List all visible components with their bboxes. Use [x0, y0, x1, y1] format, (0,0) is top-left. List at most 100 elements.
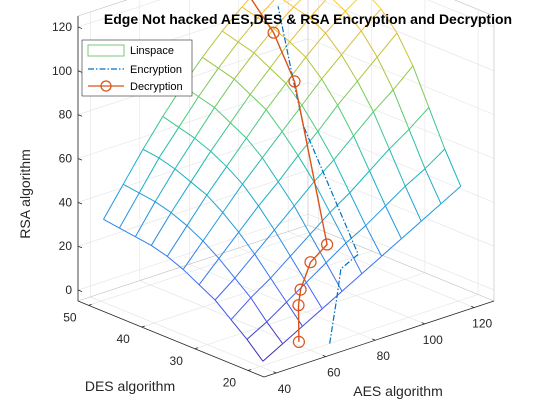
z-tick-mark — [77, 114, 83, 117]
grid-line-floor-x — [90, 296, 277, 374]
surface-mesh-line — [234, 253, 256, 279]
z-tick-mark — [77, 70, 83, 73]
x-tick-mark — [273, 371, 277, 374]
surface-mesh-line — [277, 155, 299, 183]
x-tick-mark — [471, 305, 475, 308]
surface-mesh-line — [214, 78, 235, 108]
surface-mesh-line — [154, 168, 176, 202]
surface-mesh-line — [353, 111, 374, 137]
surface-mesh-line — [265, 109, 283, 132]
surface-mesh-line — [226, 137, 247, 167]
surface-mesh-line — [194, 137, 211, 152]
surface-mesh-line — [218, 258, 236, 279]
surface-mesh-line — [408, 107, 430, 130]
surface-mesh-line — [246, 339, 264, 362]
surface-mesh-line — [158, 157, 176, 170]
legend-label-encryption: Encryption — [130, 64, 182, 76]
encryption-line — [277, 6, 359, 344]
surface-mesh-line — [214, 277, 236, 301]
surface-mesh-line — [313, 159, 335, 183]
y-tick-label: 20 — [223, 376, 237, 390]
surface-mesh-line — [230, 94, 251, 124]
surface-mesh-line — [270, 277, 287, 303]
chart-title: Edge Not hacked AES,DES & RSA Encryption… — [104, 11, 512, 27]
surface-mesh-line — [214, 299, 232, 320]
surface-mesh-line — [384, 205, 402, 239]
y-tick-label: 50 — [63, 310, 77, 324]
surface-mesh-line — [444, 148, 462, 187]
surface-mesh-line — [333, 135, 354, 161]
surface-mesh-line — [269, 67, 287, 84]
surface-mesh-line — [190, 181, 208, 196]
surface-mesh-line — [242, 157, 263, 185]
surface-mesh-line — [210, 122, 231, 152]
surface-mesh-line — [309, 17, 326, 34]
surface-mesh-line — [250, 297, 268, 323]
surface-mesh-line — [210, 150, 227, 167]
surface-mesh-line — [258, 181, 279, 207]
x-tick-mark — [372, 338, 376, 341]
surface-mesh-line — [150, 212, 172, 246]
surface-mesh-line — [253, 52, 271, 69]
surface-mesh-line — [186, 225, 204, 242]
surface-mesh-line — [174, 137, 196, 170]
surface-mesh-line — [250, 277, 271, 299]
surface-mesh-line — [170, 181, 192, 213]
surface-mesh-line — [123, 183, 140, 194]
x-tick-mark — [322, 354, 326, 357]
surface-mesh-line — [286, 301, 303, 327]
x-axis-label: AES algorithm — [353, 383, 442, 399]
surface-mesh-line — [221, 30, 239, 43]
surface-mesh-line — [261, 131, 283, 159]
surface-mesh-line — [178, 96, 199, 128]
surface-mesh-line — [365, 225, 383, 257]
surface-mesh-line — [262, 343, 284, 362]
surface-mesh-line — [166, 255, 184, 270]
surface-mesh-line — [186, 194, 208, 226]
surface-mesh-line — [230, 122, 247, 139]
surface-mesh-line — [321, 78, 339, 106]
surface-mesh-line — [277, 181, 295, 207]
grid-line-floor-y — [247, 294, 479, 371]
grid-line-floor-x — [238, 247, 425, 325]
surface-mesh-line — [332, 0, 346, 12]
surface-mesh-line — [249, 67, 271, 95]
surface-mesh-line — [333, 159, 351, 193]
encryption-series — [277, 6, 359, 344]
surface-mesh-line — [281, 104, 303, 132]
surface-mesh-line — [305, 262, 327, 283]
y-tick-mark — [194, 347, 199, 350]
grid-line-wall-z-back — [77, 126, 309, 203]
surface-mesh-line — [119, 227, 136, 238]
surface-mesh-line — [233, 52, 255, 80]
surface-mesh-line — [385, 185, 406, 207]
surface-mesh-line — [274, 205, 295, 231]
z-tick-label: 20 — [59, 239, 73, 253]
surface-mesh-line — [321, 54, 342, 80]
surface-mesh-line — [103, 218, 120, 229]
surface-mesh-line — [174, 168, 192, 183]
y-tick-label: 30 — [170, 354, 184, 368]
surface-mesh-line — [341, 54, 358, 82]
z-tick-mark — [77, 158, 83, 161]
grid-line-wall-z-back — [77, 0, 161, 28]
surface-mesh-line — [317, 131, 335, 161]
decryption-point — [288, 75, 301, 88]
surface-mesh-line — [234, 277, 252, 299]
surface-mesh-line — [206, 194, 224, 213]
x-tick-label: 100 — [423, 333, 443, 347]
grid-line-wall-z-back — [77, 82, 309, 159]
z-tick-label: 0 — [65, 283, 72, 297]
grid-line-wall-z-side — [307, 213, 495, 291]
y-tick-mark — [88, 303, 92, 306]
surface-mesh-line — [372, 89, 394, 113]
surface-mesh-line — [273, 6, 295, 30]
surface-mesh-line — [396, 32, 414, 67]
surface-mesh-line — [305, 32, 326, 58]
legend-swatch-linspace — [87, 44, 125, 57]
surface-mesh-line — [376, 32, 398, 58]
surface-mesh-line — [194, 107, 215, 139]
surface-mesh-line — [245, 109, 267, 139]
surface-mesh-line — [388, 148, 406, 187]
surface-mesh-line — [301, 78, 323, 106]
